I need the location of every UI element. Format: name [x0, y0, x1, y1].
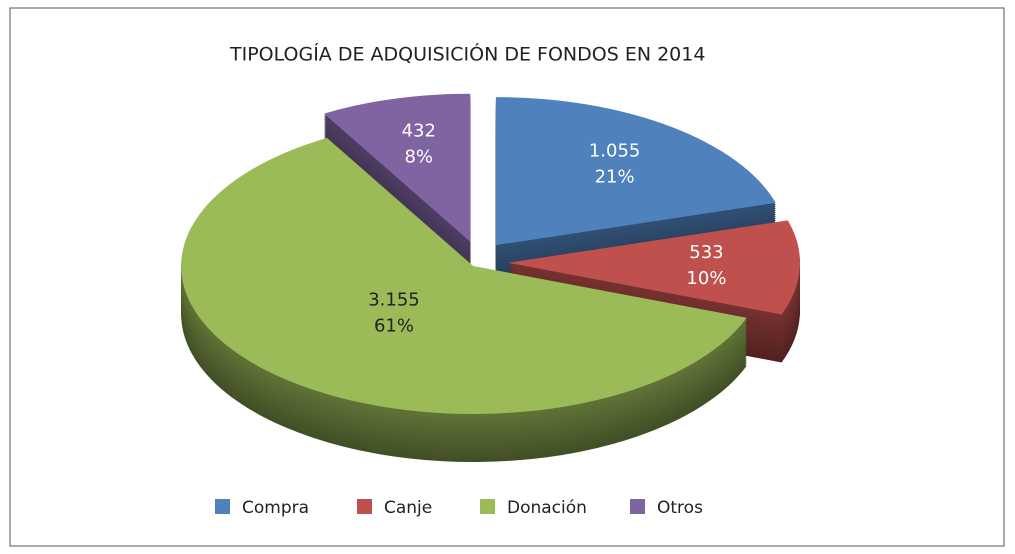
- legend-label: Donación: [507, 498, 587, 518]
- value-label: 533: [689, 242, 723, 263]
- chart-title: TIPOLOGÍA DE ADQUISICIÓN DE FONDOS EN 20…: [229, 42, 705, 66]
- value-label: 432: [402, 121, 436, 142]
- slice: [181, 137, 747, 415]
- percent-label: 61%: [374, 315, 414, 336]
- legend-label: Otros: [657, 498, 703, 518]
- legend-swatch: [215, 499, 230, 514]
- value-label: 3.155: [368, 289, 420, 310]
- legend-swatch: [630, 499, 645, 514]
- value-label: 1.055: [589, 140, 641, 161]
- legend-label: Compra: [242, 498, 309, 518]
- slice: [507, 220, 800, 315]
- percent-label: 8%: [404, 147, 433, 168]
- legend-swatch: [480, 499, 495, 514]
- legend-label: Canje: [384, 498, 432, 518]
- slice: [323, 93, 471, 242]
- percent-label: 10%: [686, 268, 726, 289]
- legend-swatch: [357, 499, 372, 514]
- slice: [495, 97, 776, 246]
- percent-label: 21%: [595, 166, 635, 187]
